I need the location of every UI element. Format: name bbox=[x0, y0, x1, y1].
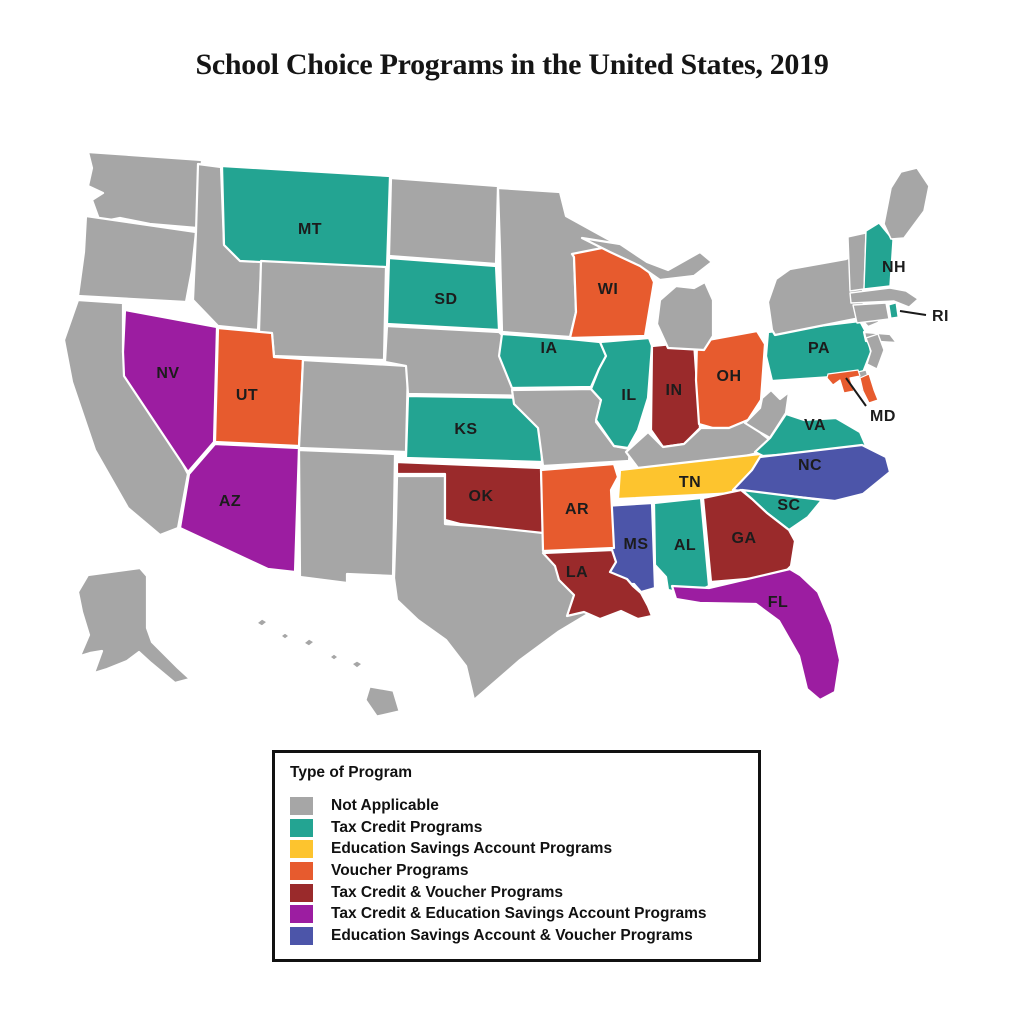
legend-item-label: Voucher Programs bbox=[331, 861, 469, 879]
state-ri bbox=[888, 302, 899, 319]
legend-item-label: Education Savings Account & Voucher Prog… bbox=[331, 926, 693, 944]
state-label-nv: NV bbox=[156, 365, 179, 382]
legend-item-tc_voucher: Tax Credit & Voucher Programs bbox=[290, 882, 758, 904]
state-ma bbox=[849, 287, 919, 308]
legend: Type of Program Not Applicable Tax Credit… bbox=[272, 750, 761, 962]
state-nm bbox=[297, 448, 397, 585]
legend-item-label: Tax Credit & Voucher Programs bbox=[331, 883, 563, 901]
state-ct bbox=[852, 302, 890, 324]
state-label-il: IL bbox=[621, 387, 636, 404]
state-ak bbox=[76, 566, 192, 685]
legend-swatch-tc bbox=[290, 818, 313, 837]
legend-items: Not Applicable Tax Credit Programs Educati… bbox=[290, 795, 758, 947]
state-wy bbox=[257, 259, 388, 362]
state-label-la: LA bbox=[566, 564, 588, 581]
state-hi bbox=[256, 618, 400, 717]
legend-item-label: Tax Credit Programs bbox=[331, 818, 483, 836]
state-nj bbox=[865, 333, 885, 370]
state-fl bbox=[670, 567, 842, 702]
legend-item-tc: Tax Credit Programs bbox=[290, 817, 758, 839]
legend-swatch-tc_voucher bbox=[290, 883, 313, 902]
state-label-ia: IA bbox=[541, 340, 558, 357]
state-label-oh: OH bbox=[717, 368, 742, 385]
state-mi bbox=[580, 236, 715, 352]
legend-item-tc_esa: Tax Credit & Education Savings Account P… bbox=[290, 903, 758, 925]
state-label-ga: GA bbox=[732, 530, 757, 547]
state-label-al: AL bbox=[674, 537, 696, 554]
legend-swatch-tc_esa bbox=[290, 905, 313, 924]
legend-item-label: Not Applicable bbox=[331, 796, 439, 814]
state-wa bbox=[86, 150, 204, 230]
legend-swatch-na bbox=[290, 796, 313, 815]
state-label-ut: UT bbox=[236, 387, 258, 404]
state-label-sc: SC bbox=[777, 497, 800, 514]
state-label-wi: WI bbox=[598, 281, 619, 298]
state-label-ks: KS bbox=[454, 421, 477, 438]
state-or bbox=[76, 214, 198, 304]
state-label-tn: TN bbox=[679, 474, 701, 491]
state-co bbox=[297, 358, 410, 454]
legend-item-voucher: Voucher Programs bbox=[290, 860, 758, 882]
state-label-in: IN bbox=[666, 382, 683, 399]
state-label-ok: OK bbox=[469, 488, 494, 505]
state-label-nc: NC bbox=[798, 457, 822, 474]
state-ar bbox=[539, 462, 620, 553]
state-label-sd: SD bbox=[434, 291, 457, 308]
legend-swatch-esa_voucher bbox=[290, 926, 313, 945]
legend-item-label: Tax Credit & Education Savings Account P… bbox=[331, 905, 707, 923]
callout-label-md: MD bbox=[870, 408, 896, 425]
state-nh bbox=[863, 222, 894, 290]
state-sd bbox=[385, 256, 501, 332]
page-title: School Choice Programs in the United Sta… bbox=[195, 48, 829, 81]
state-nd bbox=[387, 176, 500, 266]
legend-item-esa: Education Savings Account Programs bbox=[290, 838, 758, 860]
state-ga bbox=[701, 488, 797, 584]
state-nc bbox=[731, 443, 892, 503]
state-la bbox=[541, 548, 654, 621]
state-me bbox=[883, 167, 930, 240]
state-mt bbox=[220, 164, 392, 270]
state-label-nh: NH bbox=[882, 259, 906, 276]
state-label-az: AZ bbox=[219, 493, 241, 510]
legend-swatch-voucher bbox=[290, 861, 313, 880]
state-label-pa: PA bbox=[808, 340, 830, 357]
callout-label-ri: RI bbox=[932, 308, 949, 325]
state-label-mt: MT bbox=[298, 221, 322, 238]
legend-title: Type of Program bbox=[290, 764, 413, 781]
legend-item-na: Not Applicable bbox=[290, 795, 758, 817]
callout-line-ri bbox=[899, 310, 927, 316]
legend-item-esa_voucher: Education Savings Account & Voucher Prog… bbox=[290, 925, 758, 947]
state-label-ms: MS bbox=[624, 536, 649, 553]
state-vt bbox=[847, 232, 867, 292]
state-wv bbox=[743, 388, 791, 440]
legend-item-label: Education Savings Account Programs bbox=[331, 840, 613, 858]
state-label-fl: FL bbox=[768, 594, 789, 611]
state-label-va: VA bbox=[804, 417, 826, 434]
us-map: MT NV UT AZ SD KS OK IA WI IL IN OH TN VA NC SC GA AL MS AR… bbox=[62, 150, 949, 717]
callout-line-md bbox=[845, 377, 867, 407]
state-nv bbox=[121, 308, 219, 474]
legend-swatch-esa bbox=[290, 840, 313, 859]
state-label-ar: AR bbox=[565, 501, 589, 518]
